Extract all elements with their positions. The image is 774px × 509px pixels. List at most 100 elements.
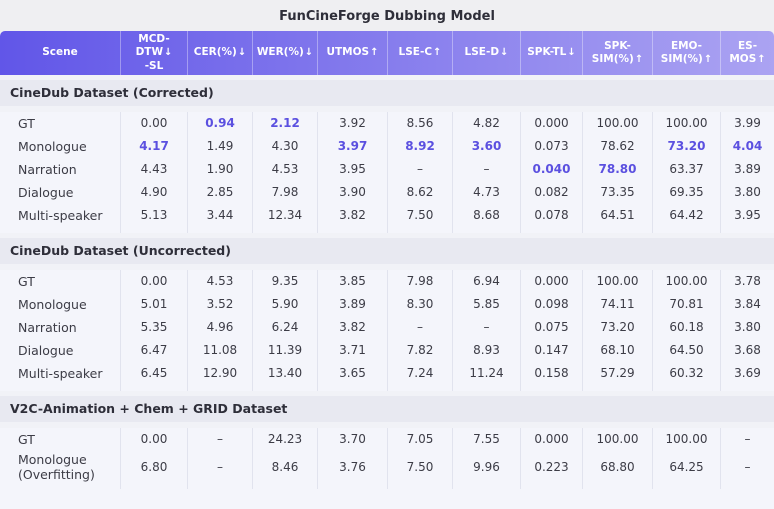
metric-cell: 3.70 (317, 427, 387, 451)
scene-cell: GT (0, 111, 120, 135)
column-label: CER(%) (193, 46, 237, 59)
metric-cell: 60.18 (652, 315, 720, 339)
metric-cell: 0.00 (120, 111, 187, 135)
metric-cell: 8.56 (387, 111, 452, 135)
column-label: WER(%) (256, 46, 304, 59)
metric-cell: 68.10 (582, 338, 652, 362)
metric-cell: 3.80 (720, 180, 774, 204)
column-label: SPK-TL (527, 46, 567, 59)
scene-cell: Dialogue (0, 338, 120, 362)
metric-cell: 100.00 (582, 111, 652, 135)
metric-cell: 0.000 (520, 111, 582, 135)
metric-cell: 0.075 (520, 315, 582, 339)
metric-cell: 0.94 (187, 111, 252, 135)
table-row: Multi-speaker 6.45 12.90 13.40 3.65 7.24 11.24… (0, 361, 774, 385)
metric-cell: 4.53 (187, 269, 252, 293)
metric-cell: 100.00 (582, 269, 652, 293)
metric-cell: 2.85 (187, 180, 252, 204)
table-row: Monologue 4.17 1.49 4.30 3.97 8.92 3.60 0.073 78… (0, 134, 774, 158)
metric-cell: 60.32 (652, 361, 720, 385)
metric-cell: 4.04 (720, 134, 774, 158)
metric-cell: 3.68 (720, 338, 774, 362)
metric-cell: 9.96 (452, 450, 520, 483)
metric-cell: 73.20 (652, 134, 720, 158)
metric-cell: 64.25 (652, 450, 720, 483)
section-row: V2C-Animation + Chem + GRID Dataset (0, 390, 774, 428)
metric-cell: – (452, 157, 520, 181)
column-header-es-mos: ES-MOS↑ (720, 31, 774, 75)
metric-cell: 4.73 (452, 180, 520, 204)
metric-cell: 3.82 (317, 203, 387, 227)
section-header: CineDub Dataset (Corrected) (0, 79, 774, 106)
metric-cell: 12.90 (187, 361, 252, 385)
metric-cell: 0.00 (120, 427, 187, 451)
metric-cell: 4.96 (187, 315, 252, 339)
down-arrow-icon: ↓ (567, 47, 576, 59)
metric-cell: 1.49 (187, 134, 252, 158)
metric-cell: 64.50 (652, 338, 720, 362)
metric-cell: 100.00 (582, 427, 652, 451)
metric-cell: 11.39 (252, 338, 317, 362)
metric-cell: 8.92 (387, 134, 452, 158)
column-label: LSE-C (398, 46, 433, 59)
metric-cell: 64.51 (582, 203, 652, 227)
table-row: Narration 4.43 1.90 4.53 3.95– –0.040 78.80 63.… (0, 157, 774, 181)
metric-cell: 6.94 (452, 269, 520, 293)
metric-cell: 0.040 (520, 157, 582, 181)
metric-cell: 7.05 (387, 427, 452, 451)
column-header-emo-sim-: EMO-SIM(%)↑ (652, 31, 720, 75)
metric-cell: 5.90 (252, 292, 317, 316)
column-header-lse-c: LSE-C↑ (387, 31, 452, 75)
table-body: CineDub Dataset (Corrected) GT 0.00 0.94 2.1… (0, 74, 774, 489)
metric-cell: 2.12 (252, 111, 317, 135)
metric-cell: 78.62 (582, 134, 652, 158)
metric-cell: 7.24 (387, 361, 452, 385)
down-arrow-icon: ↓ (500, 47, 509, 59)
metric-cell: 7.98 (387, 269, 452, 293)
metric-cell: – (387, 157, 452, 181)
table-row: GT 0.00 4.53 9.35 3.85 7.98 6.94 0.000 100.00 100… (0, 269, 774, 293)
column-label: ES-MOS (729, 39, 758, 65)
column-label: MCD-DTW (135, 33, 170, 59)
column-label: Scene (42, 46, 78, 59)
metric-cell: 100.00 (652, 269, 720, 293)
column-header-wer-: WER(%)↓ (252, 31, 317, 75)
metric-cell: 3.84 (720, 292, 774, 316)
metric-cell: 3.82 (317, 315, 387, 339)
metric-cell: 0.073 (520, 134, 582, 158)
section-header: CineDub Dataset (Uncorrected) (0, 237, 774, 264)
section-bottom-padding (0, 384, 774, 391)
metric-cell: 7.98 (252, 180, 317, 204)
metric-cell: 3.89 (317, 292, 387, 316)
metric-cell: 8.68 (452, 203, 520, 227)
metric-cell: 3.97 (317, 134, 387, 158)
column-label: LSE-D (464, 46, 500, 59)
metric-cell: 3.44 (187, 203, 252, 227)
metric-cell: 7.50 (387, 203, 452, 227)
metric-cell: 100.00 (652, 427, 720, 451)
metric-cell: 8.93 (452, 338, 520, 362)
metric-cell: 4.82 (452, 111, 520, 135)
metric-cell: 0.098 (520, 292, 582, 316)
metric-cell: 4.43 (120, 157, 187, 181)
column-header-spk-sim-: SPK-SIM(%)↑ (582, 31, 652, 75)
column-header-cer-: CER(%)↓ (187, 31, 252, 75)
metric-cell: 0.000 (520, 269, 582, 293)
scene-cell: Dialogue (0, 180, 120, 204)
metric-cell: 11.08 (187, 338, 252, 362)
metric-cell: 0.158 (520, 361, 582, 385)
scene-cell: GT (0, 427, 120, 451)
header-row: Scene MCD-DTW↓ -SL CER(%)↓ WER(%)↓ UTMOS↑ LSE-… (0, 31, 774, 75)
column-header-spk-tl: SPK-TL↓ (520, 31, 582, 75)
metric-cell: 3.69 (720, 361, 774, 385)
metric-cell: 69.35 (652, 180, 720, 204)
metric-cell: 78.80 (582, 157, 652, 181)
results-table: Scene MCD-DTW↓ -SL CER(%)↓ WER(%)↓ UTMOS↑ LSE-… (0, 31, 774, 489)
metric-cell: 57.29 (582, 361, 652, 385)
metric-cell: 6.47 (120, 338, 187, 362)
metric-cell: 63.37 (652, 157, 720, 181)
metric-cell: – (387, 315, 452, 339)
section-row: CineDub Dataset (Corrected) (0, 74, 774, 112)
metric-cell: 73.20 (582, 315, 652, 339)
metric-cell: 3.52 (187, 292, 252, 316)
